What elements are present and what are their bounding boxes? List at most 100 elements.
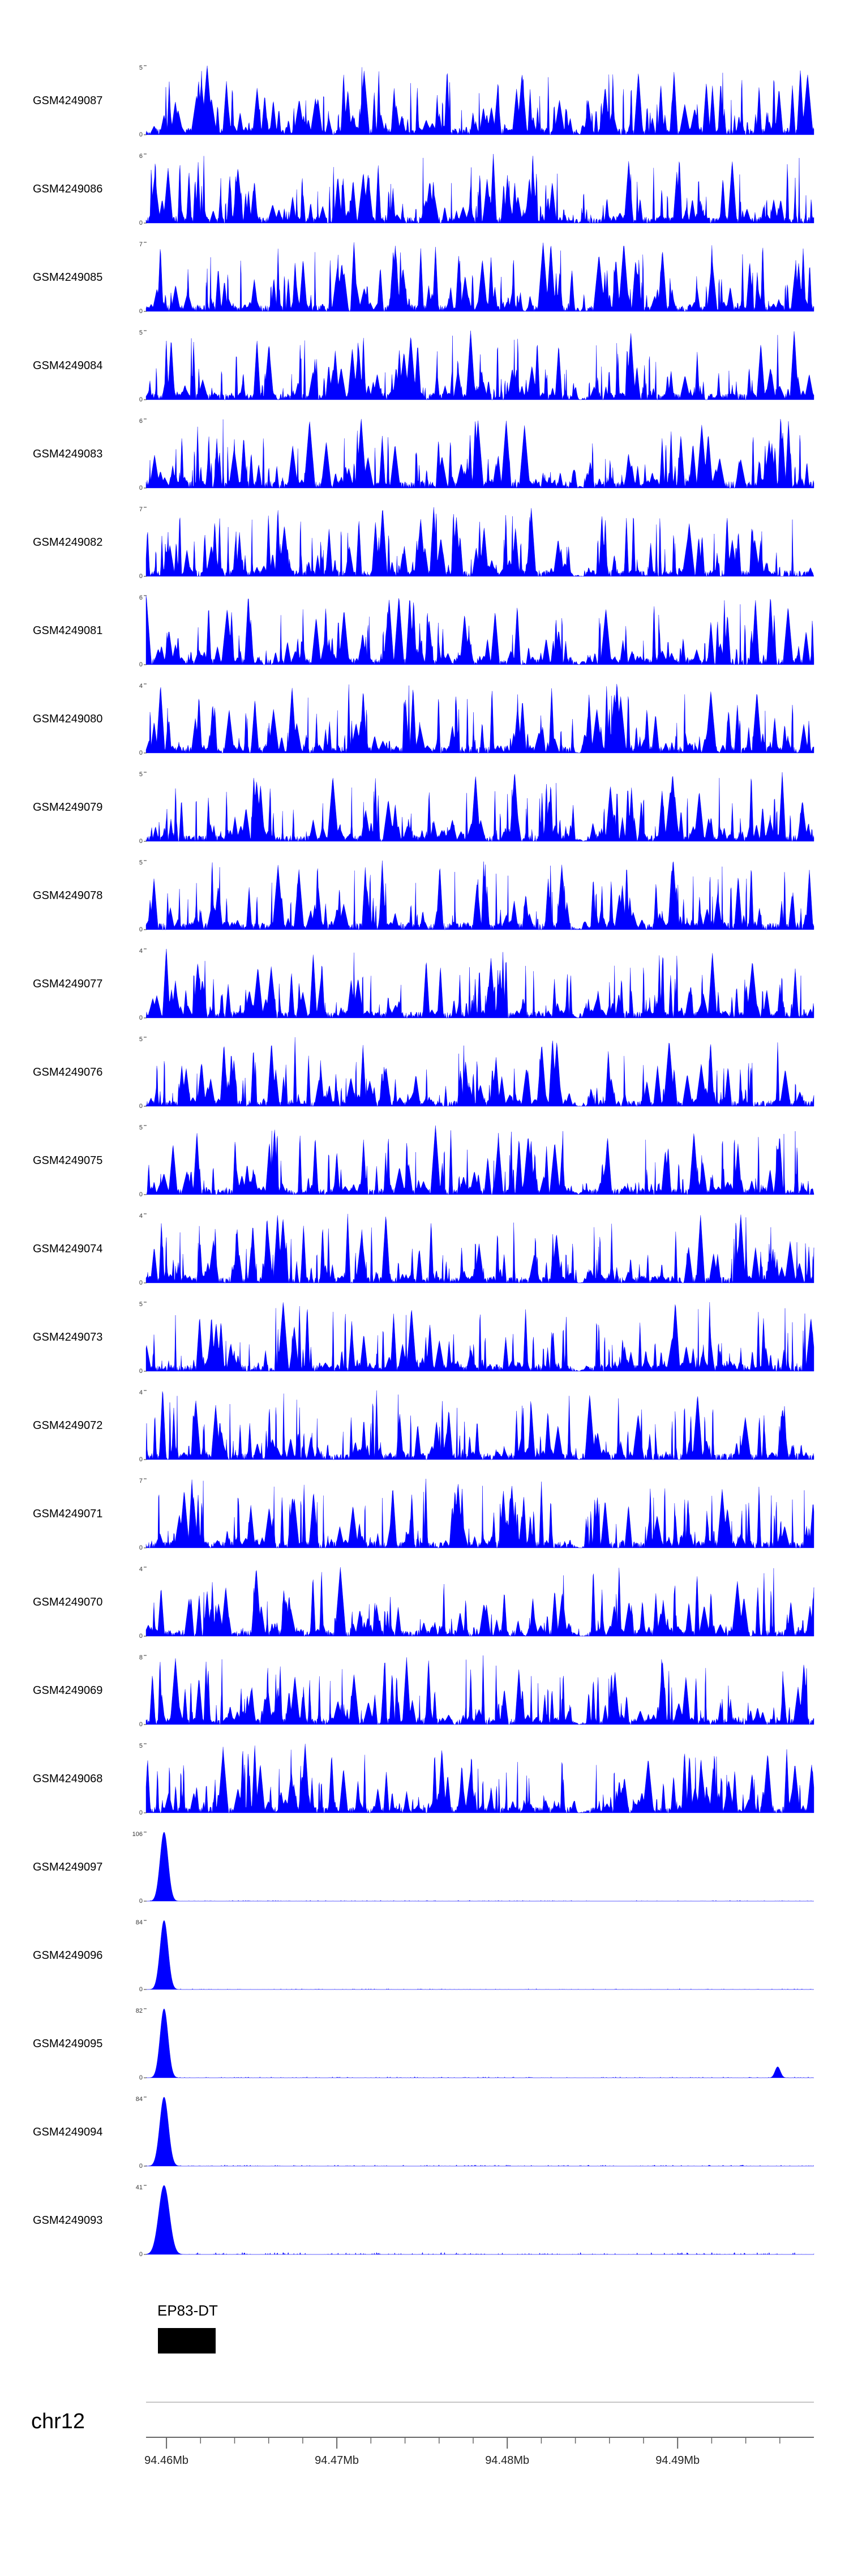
yaxis-max-label: 4 [139, 1566, 143, 1573]
track-label: GSM4249082 [33, 536, 103, 549]
coverage-polygon [145, 153, 814, 224]
track-label: GSM4249084 [33, 359, 103, 372]
coverage-polygon [145, 418, 814, 489]
track-label: GSM4249072 [33, 1419, 103, 1432]
yaxis-min-label: 0 [139, 750, 143, 756]
track-label: GSM4249078 [33, 889, 103, 902]
yaxis-max-label: 7 [139, 1478, 143, 1484]
coverage-plot: 50 [139, 65, 814, 138]
yaxis-min-label: 0 [139, 485, 143, 491]
track-row: GSM4249084 5 0 [0, 322, 849, 410]
track-label: GSM4249071 [33, 1507, 103, 1520]
coverage-plot: 50 [139, 1124, 814, 1198]
yaxis-min-label: 0 [139, 220, 143, 226]
chromosome-label: chr12 [31, 2410, 85, 2433]
coverage-plot: 70 [139, 506, 814, 580]
yaxis-max-label: 4 [139, 683, 143, 690]
coverage-plot: 70 [139, 241, 814, 315]
track-label: GSM4249070 [33, 1595, 103, 1608]
genome-axis-track: 94.46Mb 94.47Mb 94.48Mb 94.49Mb chr12 [0, 2378, 849, 2576]
yaxis-max-label: 5 [139, 1124, 143, 1131]
yaxis-min-label: 0 [139, 1280, 143, 1286]
yaxis-max-label: 4 [139, 1389, 143, 1396]
axis-tick-label: 94.48Mb [485, 2454, 529, 2467]
yaxis-max-label: 4 [139, 1213, 143, 1219]
yaxis-max-label: 6 [139, 594, 143, 601]
genome-axis-ruler: 94.46Mb 94.47Mb 94.48Mb 94.49Mb [144, 2402, 814, 2467]
coverage-plot: 84 0 [136, 2096, 814, 2170]
yaxis-max-label: 84 [136, 2096, 143, 2103]
axis-tick-label: 94.49Mb [655, 2454, 700, 2467]
yaxis-min-label: 0 [139, 2251, 143, 2258]
coverage-plot: 50 [139, 1743, 814, 1816]
coverage-plot: 50 [139, 1036, 814, 1110]
yaxis-min-label: 0 [139, 1544, 143, 1551]
yaxis-max-label: 5 [139, 1301, 143, 1308]
yaxis-min-label: 0 [139, 1809, 143, 1816]
gene-annotation-track: EP83-DT [0, 2287, 849, 2378]
coverage-plot: 60 [139, 153, 814, 226]
coverage-polygon [145, 948, 814, 1019]
yaxis-min-label: 0 [139, 1103, 143, 1110]
coverage-polygon [145, 2008, 814, 2078]
coverage-polygon [145, 1037, 814, 1107]
coverage-polygon [145, 1302, 814, 1372]
coverage-plot: 40 [139, 1389, 814, 1463]
track-label: GSM4249083 [33, 447, 103, 460]
coverage-polygon [145, 330, 814, 400]
track-label: GSM4249073 [33, 1330, 103, 1343]
coverage-plot: 40 [139, 1566, 814, 1640]
track-label: GSM4249077 [33, 977, 103, 990]
track-label: GSM4249069 [33, 1684, 103, 1697]
track-label: GSM4249079 [33, 801, 103, 814]
track-label: GSM4249096 [33, 1949, 103, 1962]
track-row: GSM4249095 82 0 [0, 2000, 849, 2088]
coverage-plot: 41 0 [136, 2184, 814, 2258]
track-label: GSM4249097 [33, 1860, 103, 1873]
gene-body-box [158, 2328, 216, 2354]
yaxis-min-label: 0 [139, 1898, 143, 1905]
yaxis-max-label: 7 [139, 241, 143, 248]
yaxis-max-label: 106 [132, 1831, 143, 1838]
coverage-polygon [146, 1832, 814, 1902]
yaxis-min-label: 0 [139, 396, 143, 403]
yaxis-max-label: 5 [139, 1036, 143, 1043]
yaxis-min-label: 0 [139, 2074, 143, 2081]
yaxis-min-label: 0 [139, 308, 143, 315]
yaxis-max-label: 6 [139, 418, 143, 425]
yaxis-min-label: 0 [139, 131, 143, 138]
yaxis-min-label: 0 [139, 1721, 143, 1728]
yaxis-max-label: 82 [136, 2008, 143, 2014]
track-row: GSM4249071 7 0 [0, 1470, 849, 1558]
yaxis-max-label: 5 [139, 859, 143, 866]
yaxis-max-label: 5 [139, 330, 143, 336]
yaxis-min-label: 0 [139, 573, 143, 580]
coverage-polygon [145, 860, 814, 930]
track-label: GSM4249085 [33, 271, 103, 284]
yaxis-max-label: 6 [139, 153, 143, 160]
coverage-polygon [145, 1390, 814, 1460]
yaxis-min-label: 0 [139, 2163, 143, 2170]
coverage-plot: 40 [139, 1213, 814, 1286]
track-row: GSM4249096 84 0 [0, 1911, 849, 2000]
coverage-plot: 50 [139, 859, 814, 933]
track-row: GSM4249094 84 0 [0, 2088, 849, 2176]
coverage-plot: 60 [139, 418, 814, 491]
